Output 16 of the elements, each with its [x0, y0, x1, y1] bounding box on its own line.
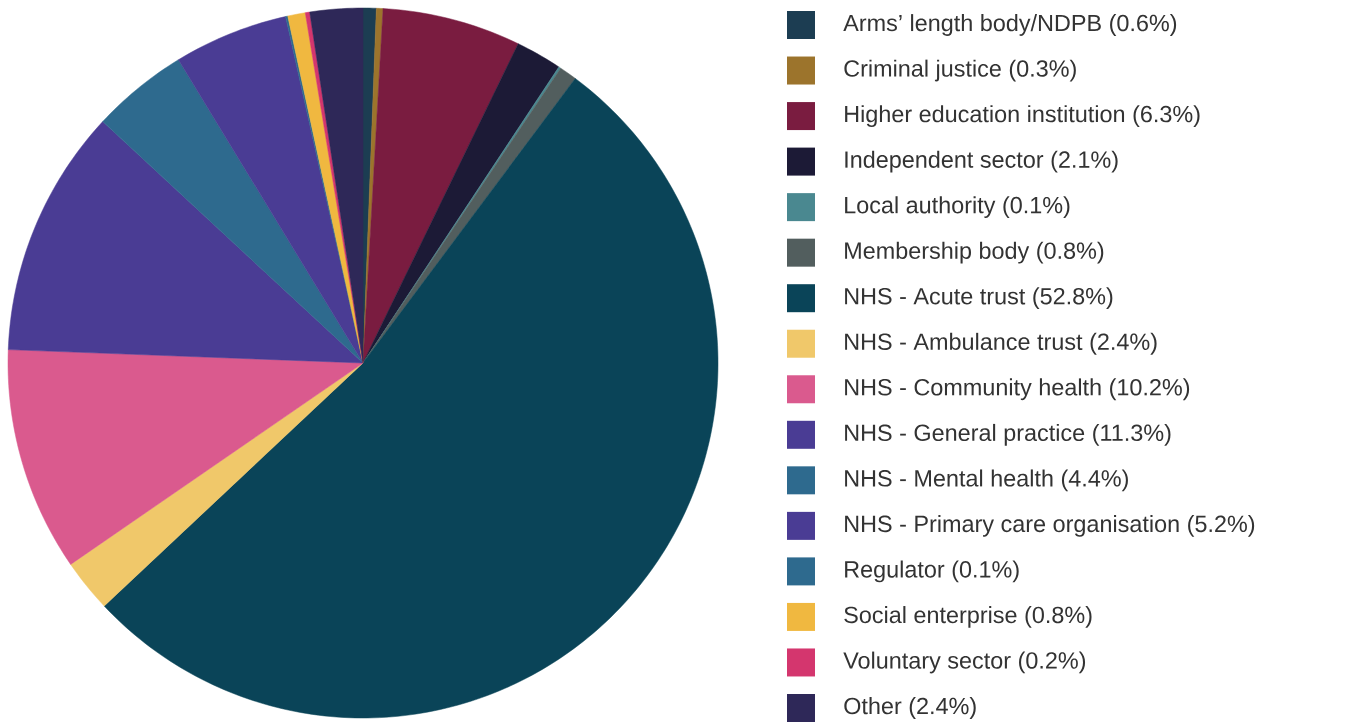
legend-label: NHS - General practice (11.3%): [845, 423, 1171, 446]
legend-label: Independent sector (2.1%): [845, 150, 1118, 173]
legend-label: NHS - Community health (10.2%): [845, 378, 1190, 401]
legend-label: NHS - Primary care organisation (5.2%): [845, 514, 1255, 537]
legend-label: Membership body (0.8%): [845, 241, 1104, 264]
legend-label: Other (2.4%): [844, 697, 976, 719]
legend-label: NHS - Acute trust (52.8%): [845, 287, 1113, 310]
legend-label: NHS - Ambulance trust (2.4%): [845, 332, 1157, 355]
legend-label: Regulator (0.1%): [845, 560, 1019, 583]
legend-label: Higher education institution (6.3%): [845, 105, 1200, 127]
legend-label: Arms’ length body/NDPB (0.6%): [843, 14, 1177, 36]
legend-label: Criminal justice (0.3%): [844, 59, 1076, 82]
legend-label: NHS - Mental health (4.4%): [845, 469, 1128, 492]
legend-label: Voluntary sector (0.2%): [843, 651, 1086, 674]
legend-label: Local authority (0.1%): [845, 196, 1070, 219]
legend-label: Social enterprise (0.8%): [844, 606, 1092, 628]
